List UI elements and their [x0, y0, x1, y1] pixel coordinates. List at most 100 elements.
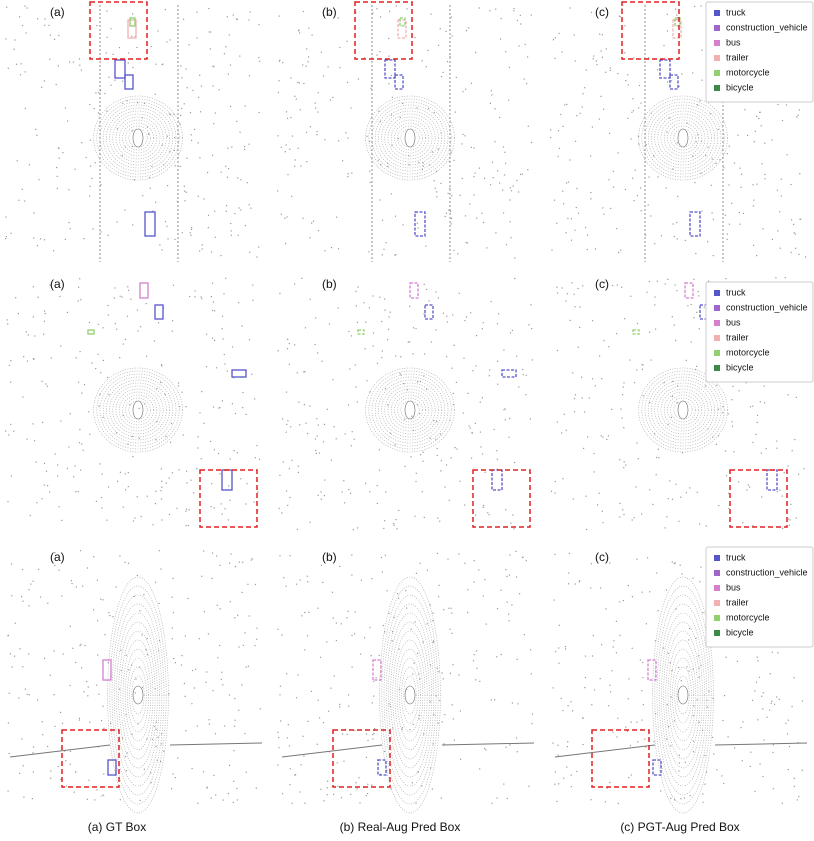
lidar-point — [422, 169, 423, 170]
lidar-point — [5, 38, 6, 39]
lidar-point — [602, 57, 603, 58]
lidar-point — [231, 235, 232, 236]
lidar-point — [123, 344, 124, 345]
lidar-point — [139, 610, 140, 611]
lidar-point — [609, 685, 610, 686]
lidar-point — [564, 414, 565, 415]
lidar-point — [644, 739, 645, 740]
object-box — [425, 305, 433, 319]
lidar-point — [609, 133, 610, 134]
lidar-point — [479, 7, 480, 8]
lidar-point — [402, 729, 403, 730]
lidar-point — [235, 566, 236, 567]
lidar-point — [668, 653, 669, 654]
lidar-point — [356, 305, 357, 306]
lidar-point — [203, 551, 204, 552]
lidar-point — [134, 596, 135, 597]
lidar-point — [749, 487, 750, 488]
lidar-point — [386, 242, 387, 243]
lidar-point — [136, 47, 137, 48]
lidar-point — [125, 489, 126, 490]
lidar-point — [651, 360, 652, 361]
object-box — [125, 75, 133, 89]
lidar-point — [165, 221, 166, 222]
lidar-point — [634, 517, 635, 518]
lidar-point — [103, 327, 104, 328]
lidar-point — [324, 139, 325, 140]
lidar-point — [765, 178, 766, 179]
legend-swatch — [714, 290, 720, 296]
legend-label: truck — [726, 7, 746, 17]
lidar-point — [203, 198, 204, 199]
lidar-point — [802, 701, 803, 702]
lidar-point — [309, 237, 310, 238]
lidar-point — [447, 559, 448, 560]
lidar-point — [676, 19, 677, 20]
legend-label: construction_vehicle — [726, 22, 808, 32]
lidar-point — [440, 434, 441, 435]
lidar-point — [35, 129, 36, 130]
lidar-point — [657, 281, 658, 282]
lidar-point — [575, 583, 576, 584]
lidar-point — [613, 171, 614, 172]
lidar-point — [637, 323, 638, 324]
lidar-point — [290, 555, 291, 556]
lidar-point — [169, 514, 170, 515]
lidar-point — [799, 109, 800, 110]
lidar-point — [419, 718, 420, 719]
lidar-point — [697, 134, 698, 135]
lidar-point — [62, 152, 63, 153]
lidar-point — [96, 501, 97, 502]
lidar-point — [755, 434, 756, 435]
lidar-point — [250, 11, 251, 12]
lidar-point — [590, 192, 591, 193]
lidar-point — [303, 371, 304, 372]
lidar-point — [390, 312, 391, 313]
object-box — [410, 283, 418, 298]
lidar-point — [413, 327, 414, 328]
lidar-point — [655, 329, 656, 330]
lidar-point — [452, 704, 453, 705]
lidar-point — [725, 657, 726, 658]
lidar-point — [413, 430, 414, 431]
lidar-point — [34, 335, 35, 336]
lidar-point — [458, 553, 459, 554]
lidar-point — [622, 418, 623, 419]
lidar-point — [285, 243, 286, 244]
lidar-point — [238, 710, 239, 711]
lidar-point — [159, 244, 160, 245]
lidar-point — [241, 325, 242, 326]
lidar-point — [296, 584, 297, 585]
lidar-point — [697, 699, 698, 700]
lidar-point — [211, 506, 212, 507]
lidar-point — [177, 508, 178, 509]
lidar-point — [277, 732, 278, 733]
lidar-point — [670, 798, 671, 799]
lidar-point — [286, 490, 287, 491]
lidar-point — [284, 218, 285, 219]
lidar-point — [384, 310, 385, 311]
lidar-point — [437, 518, 438, 519]
lidar-point — [296, 697, 297, 698]
lidar-point — [97, 580, 98, 581]
lidar-point — [701, 141, 702, 142]
lidar-point — [131, 36, 132, 37]
lidar-point — [563, 778, 564, 779]
lidar-point — [574, 306, 575, 307]
lidar-point — [219, 89, 220, 90]
lidar-point — [418, 227, 419, 228]
lidar-point — [642, 662, 643, 663]
lidar-point — [555, 37, 556, 38]
lidar-point — [198, 196, 199, 197]
lidar-point — [423, 452, 424, 453]
lidar-point — [414, 37, 415, 38]
lidar-point — [574, 230, 575, 231]
lidar-point — [143, 594, 144, 595]
lidar-point — [451, 17, 452, 18]
lidar-point — [336, 622, 337, 623]
lidar-point — [687, 123, 688, 124]
lidar-point — [569, 553, 570, 554]
lidar-point — [295, 774, 296, 775]
lidar-point — [440, 470, 441, 471]
lidar-point — [792, 450, 793, 451]
